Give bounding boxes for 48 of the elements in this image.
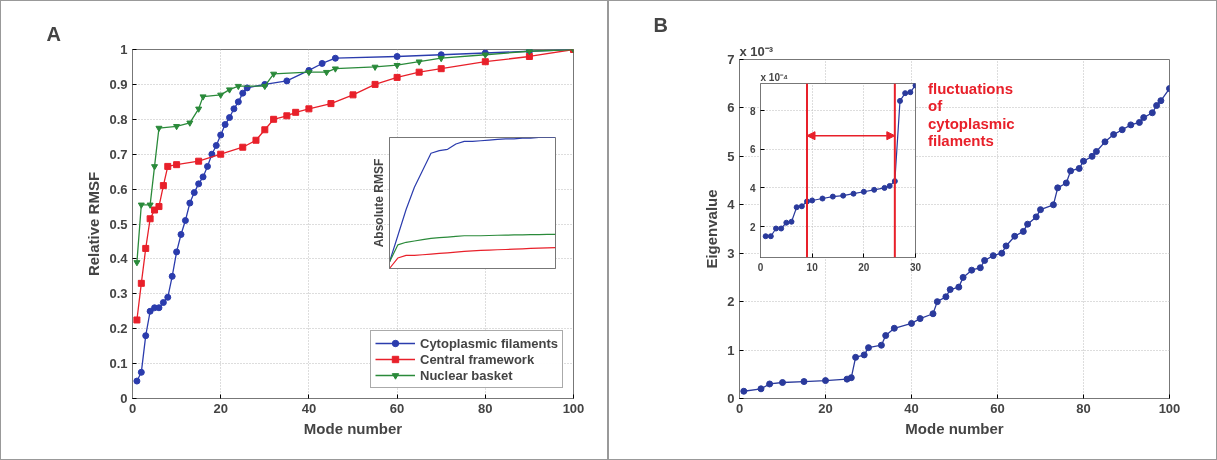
y-tick-label: 2 xyxy=(727,294,735,310)
y-axis-title: Eigenvalue xyxy=(703,189,721,269)
x-tick-label: 30 xyxy=(909,261,922,273)
y-tick-label: 6 xyxy=(727,100,735,116)
y-tick-label: 0.4 xyxy=(109,251,129,267)
annotation: x 10⁻⁴ xyxy=(760,71,788,83)
y-tick-label: 2 xyxy=(749,221,756,233)
x-tick-label: 20 xyxy=(213,400,228,416)
x-tick-label: 40 xyxy=(904,400,919,416)
y-tick-label: 0.6 xyxy=(109,181,128,197)
legend-label: Nuclear basket xyxy=(420,367,513,383)
y-tick-label: 5 xyxy=(727,148,735,164)
x-tick-label: 80 xyxy=(1076,400,1091,416)
y-tick-label: 0.7 xyxy=(109,146,128,162)
y-tick-label: 1 xyxy=(120,42,128,57)
x-tick-label: 0 xyxy=(757,261,764,273)
x-tick-label: 60 xyxy=(389,400,405,416)
x-tick-label: 40 xyxy=(301,400,317,416)
text: x 10⁻³ xyxy=(739,43,774,59)
annotation: fluctuations of cytoplasmic filaments xyxy=(928,80,1015,149)
legend-label: Cytoplasmic filaments xyxy=(420,335,558,351)
x-tick-label: 20 xyxy=(818,400,833,416)
y-tick-label: 0.9 xyxy=(109,76,128,92)
y-tick-label: 7 xyxy=(727,52,735,67)
x-axis-title: Mode number xyxy=(303,419,403,437)
y-tick-label: 1 xyxy=(727,342,735,358)
y-tick-label: 0.1 xyxy=(109,356,128,372)
y-tick-label: 8 xyxy=(749,105,756,117)
y-tick-label: 3 xyxy=(727,245,735,261)
x-tick-label: 60 xyxy=(990,400,1005,416)
chart-title: A xyxy=(46,22,61,45)
x-tick-label: 100 xyxy=(1158,400,1181,416)
y-axis-title: Absolute RMSF xyxy=(371,158,386,248)
y-tick-label: 0.3 xyxy=(109,286,128,302)
y-tick-label: 0.5 xyxy=(109,216,128,232)
y-tick-label: 4 xyxy=(727,197,736,213)
y-tick-label: 0.8 xyxy=(109,111,128,127)
y-tick-label: 4 xyxy=(749,182,756,194)
y-tick-label: 6 xyxy=(749,144,756,156)
legend-label: Central framework xyxy=(420,351,535,367)
y-tick-label: 0.2 xyxy=(109,321,128,337)
x-tick-label: 10 xyxy=(806,261,819,273)
y-axis-title: Relative RMSF xyxy=(85,171,103,277)
x-axis-title: Mode number xyxy=(905,419,1004,437)
x-tick-label: 100 xyxy=(562,400,585,416)
x-tick-label: 20 xyxy=(858,261,870,273)
x-tick-label: 80 xyxy=(478,400,493,416)
chart-title: B xyxy=(653,13,668,36)
